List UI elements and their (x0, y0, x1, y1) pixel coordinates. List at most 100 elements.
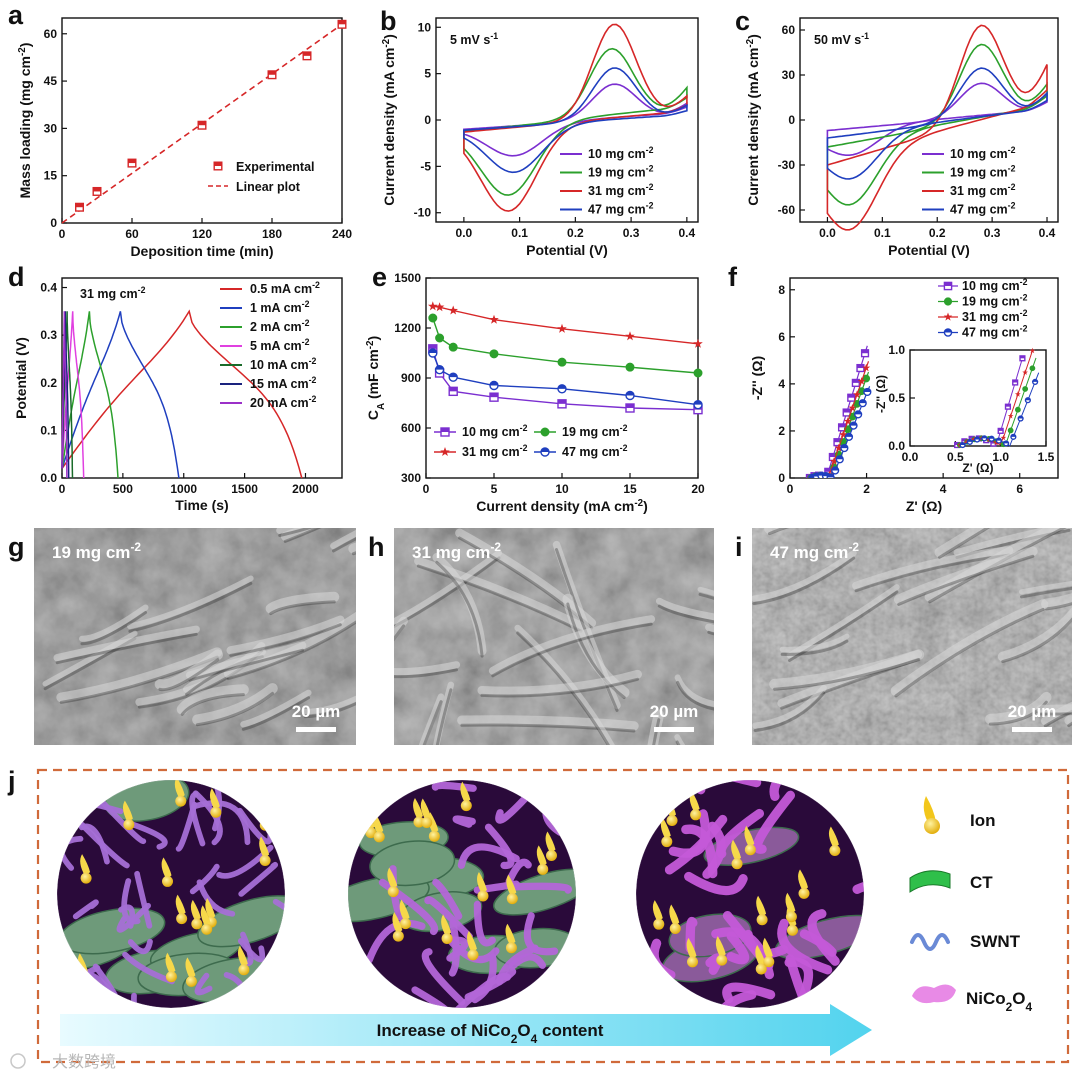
inset-point (1007, 413, 1014, 419)
sem-fiber (488, 615, 656, 675)
sem-fiber-shadow (894, 607, 1045, 698)
sem-fiber (42, 630, 138, 687)
ion-tail (686, 937, 697, 960)
x-tick-label: 180 (262, 227, 282, 241)
ion-tail (205, 898, 216, 921)
swnt-tube (98, 797, 147, 845)
x-tick-label: 0.1 (511, 226, 528, 240)
swnt-tube (495, 944, 539, 986)
swnt-tube (334, 749, 343, 796)
data-point (489, 349, 499, 359)
data-point-fill (435, 365, 444, 370)
sem-fiber (924, 528, 1065, 602)
ion-icon (786, 924, 798, 936)
sem-fiber (752, 550, 857, 602)
sem-fiber-shadow (269, 600, 336, 616)
loading-annotation: 31 mg cm-2 (80, 285, 146, 301)
swnt-tube (79, 821, 130, 869)
sem-fiber-shadow (394, 556, 501, 629)
y-axis-label: Potential (V) (13, 337, 29, 419)
ion-icon (421, 817, 433, 829)
sem-fiber-shadow (80, 611, 147, 646)
ion-icon (80, 872, 92, 884)
sem-fiber-shadow (752, 556, 856, 606)
ct-sheet (493, 868, 576, 916)
x-tick-label: 0.3 (984, 226, 1001, 240)
swnt-tube (452, 815, 476, 828)
inset-point-fill (989, 436, 994, 439)
swnt-tube (237, 938, 266, 963)
ion-icon (191, 918, 203, 930)
sem-panel-i: i 47 mg cm-2 20 µm (735, 528, 1072, 745)
data-point-fill (845, 433, 853, 437)
inset-point-fill (1005, 404, 1011, 407)
ion-tail (505, 923, 516, 946)
legend-marker (540, 427, 550, 437)
swnt-tube (711, 780, 762, 788)
ion-tail (392, 912, 403, 935)
data-point-fill (859, 399, 867, 404)
data-point (853, 390, 861, 399)
y-tick-label: 0 (50, 216, 57, 230)
y-tick-label: -30 (778, 158, 796, 172)
swnt-tube (175, 801, 198, 852)
sem-fiber-shadow (491, 622, 653, 678)
sem-fiber (302, 695, 356, 715)
sem-fiber (394, 549, 502, 625)
y-tick-label: 2 (778, 424, 785, 438)
x-tick-label: 0.0 (902, 450, 919, 464)
panel-letter-e: e (372, 262, 387, 292)
swnt-tube (505, 858, 532, 885)
sem-fiber-shadow (226, 620, 356, 681)
legend-marker (943, 297, 953, 306)
sem-fiber (1018, 580, 1072, 595)
panel-letter-f: f (728, 262, 738, 292)
inset-point-fill (1003, 441, 1009, 444)
data-point (557, 323, 567, 333)
x-tick-label: 0.0 (819, 226, 836, 240)
ion-icon (756, 914, 768, 926)
capacitance-line-2 (432, 305, 699, 345)
swnt-tube (432, 878, 463, 920)
swnt-tube (448, 919, 460, 977)
inset-point (1029, 347, 1036, 354)
ion-icon (829, 845, 841, 857)
panel-c: 0.0 0.1 0.2 0.3 0.4 -60 -30 0 30 60 c 50 mV s-1 Pote… (735, 6, 1059, 258)
panel-d: 0 500 1000 1500 2000 0.0 0.1 0.2 0.3 0.4 d 31 mg cm… (8, 262, 343, 513)
ion-tail (785, 892, 796, 915)
sem-fiber-shadow (657, 604, 714, 624)
y-tick-label: 4 (778, 377, 785, 391)
y-tick-label: 1500 (394, 271, 421, 285)
inset-point-fill (981, 435, 987, 439)
sem-fiber-shadow (278, 528, 314, 537)
schematic-frame (36, 768, 1070, 1064)
y-axis-label: -Z'' (Ω) (749, 356, 765, 400)
data-point-fill (840, 444, 848, 449)
sem-fiber (997, 607, 1072, 662)
inset-point-fill (996, 438, 1002, 441)
legend-entry: 15 mA cm-2 (250, 375, 317, 391)
data-point-fill (831, 467, 839, 471)
sem-strands (42, 528, 356, 731)
x-tick-label: 15 (623, 482, 637, 496)
sem-fiber (769, 649, 925, 690)
x-tick-label: 5 (491, 482, 498, 496)
ion-tail (731, 839, 742, 862)
legend-entry: 1 mA cm-2 (250, 299, 310, 315)
sem-fiber-shadow (180, 693, 245, 716)
y-tick-label: 0.5 (888, 391, 905, 405)
ion-icon (79, 978, 91, 990)
swnt-tube (708, 990, 757, 1008)
y-tick-label: 0 (424, 113, 431, 127)
ion-icon (165, 971, 177, 983)
legend-marker-fill (441, 428, 449, 432)
swnt-tube (542, 790, 564, 836)
y-tick-label: 6 (778, 330, 785, 344)
data-point-fill (428, 344, 437, 349)
y-tick-label: 600 (401, 421, 421, 435)
legend-marker (943, 312, 953, 321)
swnt-tube (547, 801, 576, 830)
y-tick-label: 15 (44, 169, 58, 183)
sem-fiber-shadow (698, 592, 714, 600)
ion-icon (505, 942, 517, 954)
